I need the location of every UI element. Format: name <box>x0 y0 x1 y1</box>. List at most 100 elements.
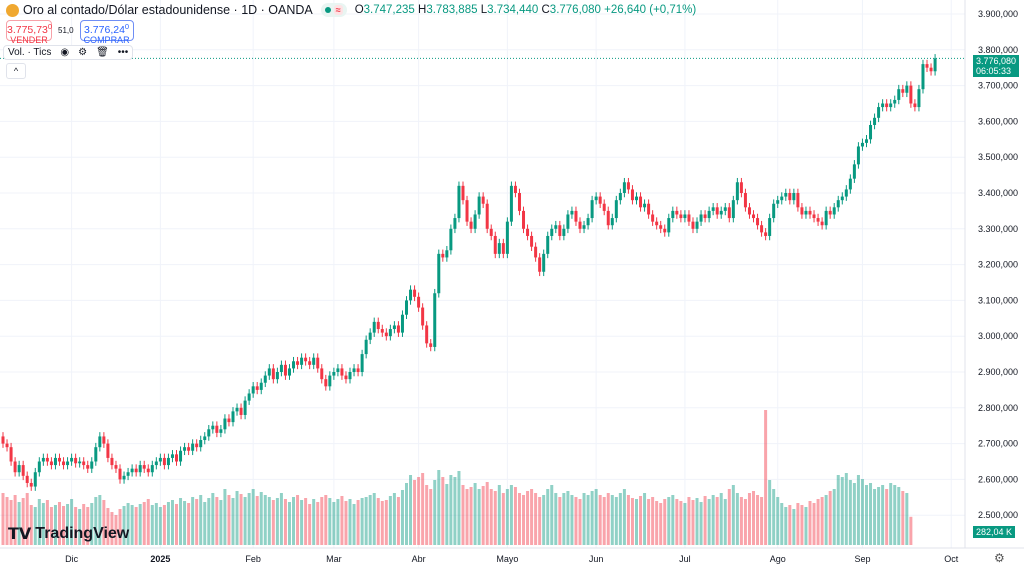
volume-bar <box>308 504 312 545</box>
volume-bar <box>126 503 130 545</box>
candle-body <box>530 235 534 247</box>
trade-panel: 3.775,730 VENDER 51,0 3.776,240 COMPRAR <box>6 20 134 45</box>
candle-body <box>913 103 917 108</box>
market-status[interactable]: ≈ <box>320 3 347 17</box>
candle-body <box>304 357 308 362</box>
volume-bar <box>719 493 723 545</box>
candle-body <box>578 221 582 229</box>
candle-body <box>243 400 247 415</box>
close-value: 3.776,080 <box>549 4 601 16</box>
volume-bar <box>138 504 142 545</box>
candle-body <box>360 354 364 372</box>
candle-body <box>441 253 445 258</box>
volume-bar <box>739 497 743 545</box>
candle-body <box>626 182 630 190</box>
chevron-up-icon[interactable]: ^ <box>6 63 26 79</box>
volume-bar <box>816 499 820 545</box>
volume-bar <box>626 495 630 545</box>
candle-body <box>695 221 699 229</box>
candle-body <box>336 368 340 372</box>
settings-icon[interactable]: ⚙ <box>78 47 88 58</box>
candle-body <box>501 243 505 254</box>
volume-bar <box>183 501 187 545</box>
candle-body <box>614 200 618 219</box>
candle-body <box>74 457 78 464</box>
volume-bar <box>554 493 558 545</box>
candle-body <box>917 89 921 108</box>
candle-body <box>57 457 61 462</box>
volume-bar <box>312 499 316 545</box>
volume-bar <box>304 498 308 545</box>
volume-bar <box>413 480 417 545</box>
candle-body <box>207 429 211 437</box>
candle-body <box>743 193 747 208</box>
candle-body <box>836 200 840 208</box>
volume-bar <box>340 496 344 545</box>
volume-bar <box>909 516 913 545</box>
settings-icon[interactable]: ⚙ <box>994 551 1005 565</box>
eye-icon[interactable]: ◉ <box>60 47 70 58</box>
volume-bar <box>453 477 457 545</box>
volume-bar <box>368 495 372 545</box>
candle-body <box>380 329 384 333</box>
candle-body <box>215 425 219 433</box>
volume-bar <box>78 509 82 545</box>
volume-bar <box>70 499 74 545</box>
x-tick-label: 2025 <box>150 554 170 564</box>
candle-body <box>925 64 929 68</box>
volume-bar <box>856 475 860 545</box>
tradingview-logo[interactable]: 𝗧𝗩 TradingView <box>8 525 130 543</box>
volume-bar <box>219 500 223 545</box>
symbol-title[interactable]: Oro al contado/Dólar estadounidense · 1D… <box>23 3 313 17</box>
more-icon[interactable]: ••• <box>117 47 129 58</box>
volume-bar <box>259 492 263 545</box>
volume-bar <box>134 507 138 545</box>
candle-body <box>332 372 336 376</box>
candle-body <box>154 461 158 466</box>
candle-body <box>78 461 82 464</box>
candle-body <box>727 207 731 219</box>
volume-bar <box>840 477 844 545</box>
candle-body <box>158 457 162 462</box>
volume-bar <box>445 484 449 545</box>
candle-body <box>643 203 647 208</box>
candle-body <box>400 314 404 333</box>
candle-body <box>760 225 764 233</box>
candle-body <box>873 117 877 125</box>
candle-body <box>312 357 316 365</box>
y-tick-label: 2.900,000 <box>978 367 1018 377</box>
volume-bar <box>574 497 578 545</box>
candle-body <box>292 361 296 369</box>
volume-indicator-legend[interactable]: Vol. · Tics ◉ ⚙ 🗑 ••• <box>3 45 134 60</box>
candle-body <box>703 214 707 219</box>
trash-icon[interactable]: 🗑 <box>96 47 109 58</box>
candle-body <box>33 472 37 487</box>
candle-body <box>667 218 671 233</box>
volume-bar <box>473 483 477 545</box>
sell-button[interactable]: 3.775,730 VENDER <box>6 20 53 45</box>
candle-body <box>110 457 114 466</box>
candle-body <box>372 321 376 333</box>
candle-body <box>659 225 663 229</box>
volume-bar <box>328 498 332 545</box>
volume-bar <box>885 489 889 545</box>
volume-bar <box>707 499 711 545</box>
volume-bar <box>166 502 170 545</box>
volume-bar <box>235 491 239 545</box>
candle-body <box>921 64 925 90</box>
volume-bar <box>469 487 473 545</box>
candle-body <box>828 210 832 215</box>
volume-bar <box>505 489 509 545</box>
volume-bar <box>687 497 691 545</box>
volume-bar <box>735 493 739 545</box>
candle-body <box>384 332 388 337</box>
volume-bar <box>836 475 840 545</box>
volume-bar <box>13 495 17 545</box>
low-value: 3.734,440 <box>487 4 539 16</box>
volume-bar <box>33 507 37 545</box>
buy-button[interactable]: 3.776,240 COMPRAR <box>79 20 134 45</box>
candle-body <box>671 210 675 219</box>
candle-body <box>324 379 328 387</box>
candle-body <box>574 210 578 222</box>
